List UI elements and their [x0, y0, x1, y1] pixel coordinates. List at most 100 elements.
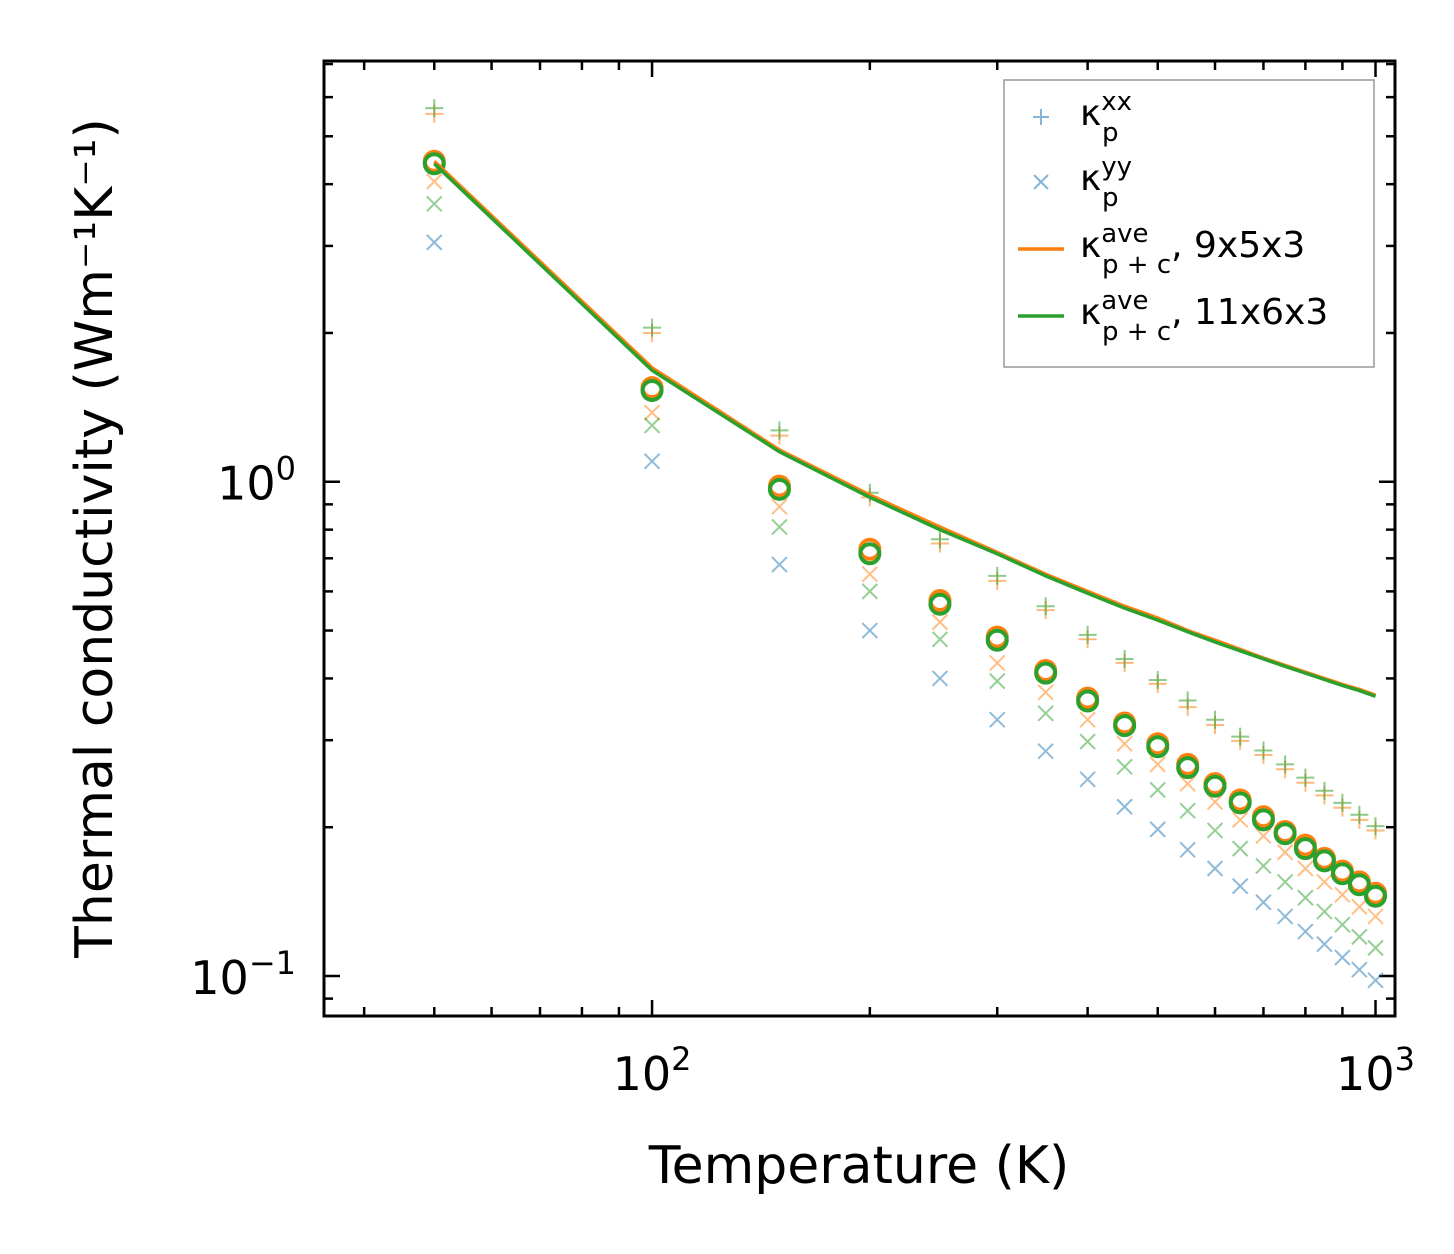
data-point	[1276, 908, 1294, 925]
series-2	[426, 234, 1384, 989]
data-point	[1078, 625, 1097, 644]
series-8	[433, 162, 1377, 698]
plot-frame	[322, 59, 1397, 1018]
data-point	[1351, 961, 1368, 978]
data-point	[1115, 649, 1134, 668]
series-layer	[422, 99, 1388, 989]
legend-entry-1: κxx p	[1033, 87, 1132, 148]
data-point	[930, 530, 949, 549]
series-line	[433, 162, 1377, 698]
data-point	[928, 592, 952, 616]
data-point	[1334, 949, 1351, 966]
data-point	[1037, 742, 1054, 760]
data-point	[770, 421, 789, 440]
data-point	[1330, 862, 1354, 886]
data-point	[767, 477, 791, 501]
data-point	[861, 583, 879, 600]
data-point	[1179, 775, 1196, 792]
x-tick-label: 102	[613, 1040, 692, 1101]
data-point	[1116, 758, 1133, 776]
data-point	[771, 518, 788, 536]
data-point	[931, 631, 949, 648]
data-point	[1255, 857, 1272, 875]
data-point	[643, 453, 661, 470]
data-point	[1034, 661, 1058, 685]
data-point	[1149, 781, 1166, 799]
data-point	[1079, 771, 1096, 788]
data-point	[1297, 889, 1314, 906]
data-point	[1179, 841, 1196, 859]
data-point	[1231, 877, 1249, 895]
data-point	[1231, 727, 1250, 746]
data-point	[1273, 822, 1297, 846]
data-point	[640, 378, 664, 402]
data-point	[1255, 894, 1272, 911]
data-point	[1206, 860, 1224, 877]
data-point	[1312, 849, 1336, 873]
data-point	[1366, 817, 1385, 836]
major-ticks	[324, 61, 1395, 1016]
data-point	[1276, 873, 1294, 891]
data-point	[1333, 793, 1352, 812]
legend-entry-2: κyy p	[1033, 152, 1132, 213]
data-point	[1367, 908, 1384, 925]
data-point	[1293, 837, 1317, 861]
tick-labels: 102 103 100 10−1	[190, 450, 1415, 1101]
legend-swatch	[1033, 174, 1049, 190]
y-tick-label: 10−1	[190, 944, 296, 1005]
data-point	[1116, 798, 1133, 815]
data-point	[931, 613, 949, 631]
data-point	[1231, 840, 1249, 857]
data-point	[1036, 597, 1055, 616]
data-point	[1231, 811, 1249, 829]
data-point	[1276, 844, 1294, 861]
legend-entry-4: κave p + c, 11x6x3	[1018, 286, 1328, 347]
legend-swatch	[1033, 109, 1049, 125]
data-point	[1146, 735, 1170, 759]
data-point	[1351, 928, 1368, 946]
legend-label: κave p + c, 11x6x3	[1080, 286, 1328, 347]
data-point	[1113, 714, 1137, 738]
data-point	[771, 556, 788, 573]
data-point	[1297, 923, 1314, 940]
legend-frame	[1003, 79, 1375, 368]
data-point	[1176, 756, 1200, 780]
series-3	[426, 173, 1384, 925]
data-point	[1037, 705, 1054, 722]
data-point	[1149, 821, 1166, 838]
data-point	[1206, 710, 1225, 729]
data-point	[1206, 822, 1224, 839]
data-point	[1334, 916, 1351, 933]
y-axis-label: Thermal conductivity (Wm⁻¹K⁻¹)	[65, 118, 125, 959]
data-point	[422, 152, 446, 176]
data-point	[426, 173, 443, 190]
data-point	[1347, 873, 1371, 897]
data-point	[1149, 756, 1166, 773]
data-point	[643, 417, 661, 434]
data-point	[1148, 671, 1167, 690]
data-point	[1316, 873, 1333, 891]
x-axis-label: Temperature (K)	[648, 1136, 1070, 1196]
data-point	[1179, 802, 1196, 819]
data-point	[1079, 711, 1096, 728]
data-point	[989, 711, 1006, 728]
x-tick-label: 103	[1336, 1040, 1415, 1101]
data-point	[1316, 903, 1333, 920]
data-point	[1367, 972, 1384, 989]
data-point	[858, 542, 882, 566]
data-point	[1079, 733, 1096, 750]
data-point	[1364, 884, 1388, 908]
data-point	[643, 404, 661, 421]
data-point	[1251, 808, 1275, 832]
data-point	[1203, 774, 1227, 798]
legend-label: κave p + c, 9x5x3	[1080, 219, 1305, 280]
data-point	[1255, 827, 1272, 845]
data-point	[1178, 691, 1197, 710]
data-point	[1315, 781, 1334, 800]
data-point	[1334, 886, 1351, 903]
data-point	[861, 622, 879, 639]
data-point	[1276, 755, 1295, 774]
data-point	[989, 672, 1006, 690]
data-point	[1254, 741, 1273, 760]
